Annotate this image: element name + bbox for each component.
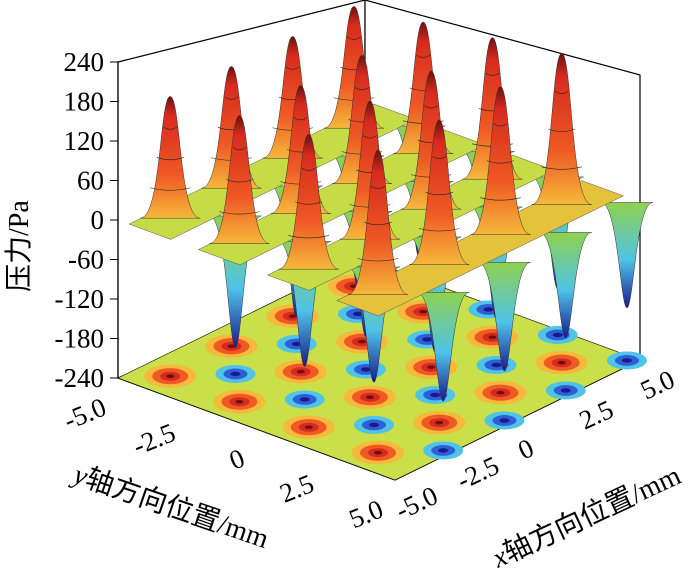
peak-contour-line [364,222,392,226]
floor-peak-contour [488,335,497,340]
peak-contour-line [156,157,184,161]
peak-contour-line [357,258,399,262]
x-tick-label: -2.5 [452,450,503,495]
peak-contour-line [548,128,576,132]
z-tick-labels: 240 180 120 60 0 -60 -120 -180 -240 [55,47,118,393]
floor-trough-contour [230,371,241,377]
peak-contour-line [163,126,178,130]
peak-contour-line [347,36,361,40]
floor-trough-contour [352,311,363,317]
trough [478,262,531,372]
peak-contour-line [416,54,431,58]
floor-trough-contour [552,332,563,338]
floor-trough-contour [291,341,302,347]
peak-contour-line [418,228,460,232]
peak-contour-line [293,117,308,121]
peak-contour-line [149,187,191,191]
z-axis-label: 压力/Pa [3,200,35,292]
z-tick-label: 180 [64,87,105,117]
peak-contour-line [480,197,521,201]
floor-peak-contour [166,374,175,379]
floor-peak-contour [496,390,505,395]
floor-trough-contour [430,392,441,398]
floor-trough-contour [368,422,379,428]
peak-contour-line [554,90,569,94]
floor-trough-contour [621,358,632,363]
peak-contour-line [288,235,330,239]
floor-trough-contour [491,362,502,368]
floor-peak-contour [296,369,305,374]
peak-contour-line [485,72,500,76]
floor-trough-contour [299,397,310,402]
peak-contour-line [363,135,377,139]
peak-contour-line [486,160,515,164]
floor-peak-contour [235,399,244,404]
floor-peak-contour [304,425,313,430]
peak-contour-line [425,192,453,196]
floor-trough-contour [560,388,571,393]
x-tick-label: 5.0 [636,364,679,405]
peak-contour-line [232,147,247,151]
floor-peak-contour [365,395,374,400]
z-tick-label: -180 [55,324,105,354]
surface-ridges [128,103,625,317]
z-tick-label: -120 [55,284,105,314]
floor-trough-contour [422,337,433,342]
y-axis-label-rest: 轴方向位置/mm [81,462,273,555]
y-tick-label: 0 [225,443,249,476]
z-tick-label: 240 [64,47,105,77]
floor-trough-contour [360,367,371,372]
z-tick-label: 120 [64,126,105,156]
floor-peak-contour [435,420,444,425]
floor-peak-contour [288,314,297,319]
floor-trough-contour [438,448,449,453]
y-tick-label: -5.0 [59,392,110,436]
floor-peak-contour [427,365,436,370]
x-axis-label-rest: 轴方向位置/mm [499,459,686,569]
floor-peak-contour [419,309,428,314]
x-tick-label: 0 [513,433,538,466]
peak-contour-line [355,87,369,91]
peak-contour-line [371,185,385,189]
peak-contour-line [493,123,508,127]
peak-contour-line [219,211,260,215]
peak-contour-line [432,155,447,159]
peak-contour-line [224,96,239,100]
peak-contour-line [541,166,583,170]
floor-trough-contour [499,418,510,423]
z-tick-label: 60 [77,166,104,196]
trough [417,292,470,402]
y-tick-label: 5.0 [345,494,388,534]
x-axis-label: x轴方向位置/mm [487,459,686,575]
floor-trough-contour [483,307,494,312]
floor-peak-contour [227,344,236,349]
x-tick-label: 2.5 [575,394,618,435]
floor-peak-contour [357,339,366,344]
x-tick-label: -5.0 [391,480,442,525]
z-tick-label: -60 [68,245,104,275]
trough [539,232,592,339]
y-tick-label: 2.5 [275,468,318,508]
floor-peak-contour [373,450,382,455]
peak-marks [140,6,592,295]
peak-contour-line [285,66,300,70]
peak-contour-line [424,105,439,109]
trough [600,202,654,309]
z-tick-label: -240 [55,363,105,393]
peak-contour-line [225,179,254,183]
y-tick-label: -2.5 [129,417,180,461]
z-tick-label: 0 [91,205,105,235]
peak-contour-line [301,167,316,171]
peak-contour-line [295,201,323,205]
floor-peak-contour [557,360,566,365]
